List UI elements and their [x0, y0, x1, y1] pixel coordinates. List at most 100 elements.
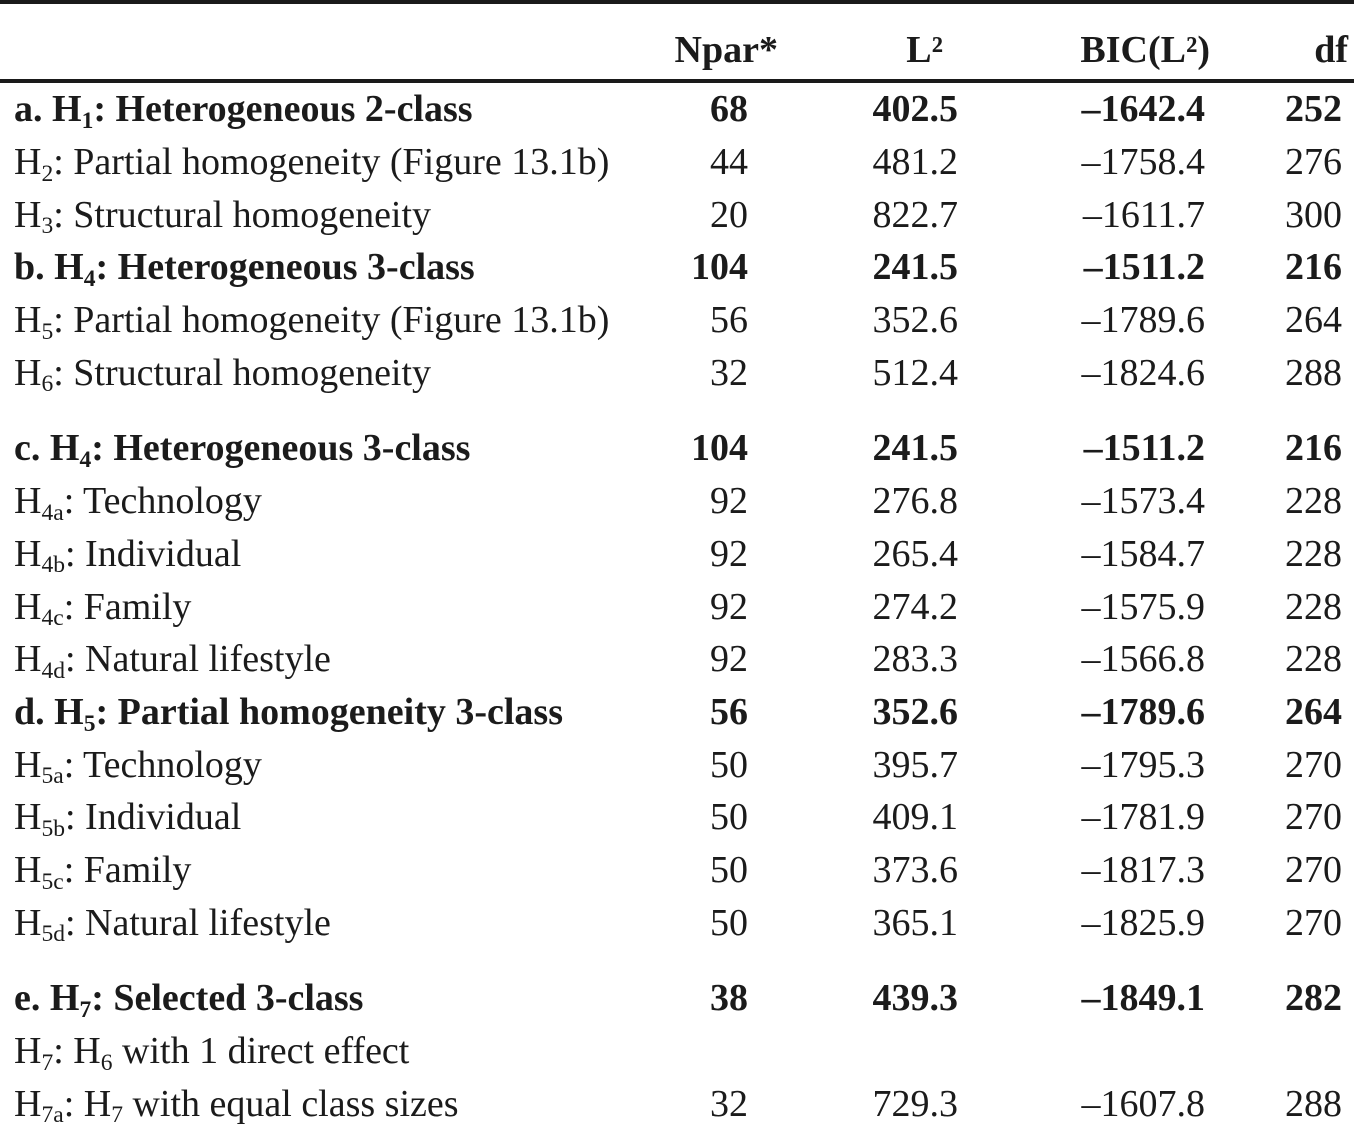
cell-npar: 56 — [710, 690, 748, 733]
table-row: c. H4: Heterogeneous 3-class 104 241.5 –151… — [0, 422, 1354, 475]
cell-npar: 92 — [710, 638, 748, 681]
table-row: H5b: Individual 50 409.1 –1781.9 270 — [0, 791, 1354, 844]
table-header-row: Npar* L² BIC(L²) df — [0, 4, 1354, 79]
label-text: : Natural lifestyle — [65, 901, 331, 944]
hypothesis-subscript: 7 — [79, 996, 92, 1023]
cell-df: 228 — [1285, 585, 1342, 628]
hypothesis-subscript: 6 — [41, 371, 54, 398]
hypothesis-subscript: 6 — [100, 1049, 113, 1076]
cell-bic: –1817.3 — [1081, 848, 1206, 891]
cell-npar: 50 — [710, 901, 748, 944]
cell-npar: 32 — [710, 351, 748, 394]
cell-npar: 92 — [710, 532, 748, 575]
table-row: b. H4: Heterogeneous 3-class 104 241.5 –151… — [0, 241, 1354, 294]
label-text: H — [14, 480, 42, 523]
cell-bic: –1789.6 — [1081, 299, 1206, 342]
hypothesis-subscript: 7a — [41, 1102, 64, 1129]
hypothesis-subscript: 2 — [41, 160, 54, 187]
cell-npar: 44 — [710, 141, 748, 184]
label-text: d. H — [14, 690, 84, 733]
cell-npar: 50 — [710, 796, 748, 839]
table-row: e. H7: Selected 3-class 38 439.3 –1849.1 282 — [0, 972, 1354, 1025]
cell-bic: –1824.6 — [1081, 351, 1206, 394]
row-label: H4d: Natural lifestyle — [0, 637, 600, 684]
cell-l2: 241.5 — [872, 427, 959, 470]
table-row: H5d: Natural lifestyle 50 365.1 –1825.9 270 — [0, 896, 1354, 949]
row-label: b. H4: Heterogeneous 3-class — [0, 245, 600, 292]
column-header-df: df — [1314, 29, 1348, 71]
table-top-rule — [0, 0, 1354, 4]
column-header-l2: L² — [906, 29, 943, 71]
row-label: H5c: Family — [0, 848, 600, 893]
table-row: H6: Structural homogeneity 32 512.4 –1824.6… — [0, 346, 1354, 399]
table-row: H5: Partial homogeneity (Figure 13.1b) 56… — [0, 294, 1354, 347]
cell-df: 264 — [1285, 690, 1342, 733]
cell-npar: 20 — [710, 193, 748, 236]
label-text: a. H — [14, 88, 82, 131]
row-label: d. H5: Partial homogeneity 3-class — [0, 690, 600, 737]
label-text: : H — [53, 1030, 101, 1073]
cell-bic: –1758.4 — [1081, 141, 1206, 184]
label-text: H — [14, 638, 42, 681]
cell-npar: 92 — [710, 480, 748, 523]
row-label: H7a: H7 with equal class sizes — [0, 1082, 600, 1129]
table-row: H4c: Family 92 274.2 –1575.9 228 — [0, 580, 1354, 633]
cell-npar: 104 — [691, 427, 748, 470]
label-text: H — [14, 351, 42, 394]
cell-df: 288 — [1285, 1082, 1342, 1125]
row-label: H5b: Individual — [0, 795, 600, 840]
row-label: H7: H6 with 1 direct effect — [0, 1029, 600, 1076]
label-text: : Heterogeneous 3-class — [95, 246, 475, 289]
hypothesis-subscript: 4d — [41, 657, 65, 684]
cell-df: 252 — [1285, 88, 1342, 131]
hypothesis-subscript: 4 — [79, 447, 92, 474]
label-text: e. H — [14, 977, 80, 1020]
hypothesis-subscript: 4 — [83, 266, 96, 292]
cell-bic: –1611.7 — [1082, 193, 1205, 236]
cell-npar: 68 — [710, 88, 748, 131]
cell-bic: –1511.2 — [1083, 246, 1205, 289]
label-text: H — [14, 848, 42, 891]
label-text: : Family — [63, 848, 192, 891]
label-text: H — [14, 1082, 42, 1125]
cell-df: 228 — [1285, 532, 1342, 575]
hypothesis-subscript: 7 — [111, 1102, 123, 1129]
label-text: H — [14, 299, 42, 342]
cell-l2: 409.1 — [872, 796, 959, 839]
label-text: H — [14, 532, 42, 575]
cell-l2: 395.7 — [872, 743, 959, 786]
hypothesis-subscript: 5d — [41, 921, 65, 948]
cell-bic: –1566.8 — [1081, 638, 1206, 681]
hypothesis-subscript: 5a — [41, 763, 64, 790]
table-row: H7: H6 with 1 direct effect — [0, 1025, 1354, 1078]
cell-l2: 365.1 — [872, 901, 959, 944]
cell-l2: 373.6 — [872, 848, 959, 891]
cell-l2: 352.6 — [872, 690, 959, 733]
column-header-npar: Npar* — [674, 29, 778, 71]
table-row: H4d: Natural lifestyle 92 283.3 –1566.8 228 — [0, 633, 1354, 686]
table-row: H7a: H7 with equal class sizes 32 729.3 –16… — [0, 1077, 1354, 1130]
cell-bic: –1795.3 — [1081, 743, 1206, 786]
hypothesis-subscript: 5 — [83, 710, 96, 737]
table-row: H4a: Technology 92 276.8 –1573.4 228 — [0, 475, 1354, 528]
cell-df: 270 — [1285, 901, 1342, 944]
table-header-rule — [0, 79, 1354, 83]
table-row: H2: Partial homogeneity (Figure 13.1b) 44… — [0, 136, 1354, 189]
row-label: e. H7: Selected 3-class — [0, 976, 600, 1023]
cell-df: 270 — [1285, 743, 1342, 786]
label-text: H — [14, 193, 42, 236]
cell-bic: –1573.4 — [1081, 480, 1206, 523]
row-label: H5a: Technology — [0, 743, 600, 790]
hypothesis-subscript: 7 — [41, 1049, 54, 1076]
table-row: a. H1: Heterogeneous 2-class 68 402.5 –1642… — [0, 83, 1354, 136]
hypothesis-subscript: 4c — [41, 605, 64, 632]
label-text: : Selected 3-class — [91, 977, 364, 1020]
cell-l2: 276.8 — [872, 480, 959, 523]
cell-df: 270 — [1285, 848, 1342, 891]
label-text: H — [14, 585, 42, 628]
cell-bic: –1789.6 — [1081, 690, 1206, 733]
hypothesis-subscript: 4a — [41, 499, 64, 526]
cell-l2: 481.2 — [872, 141, 959, 184]
cell-df: 300 — [1285, 193, 1342, 236]
cell-df: 270 — [1285, 796, 1342, 839]
